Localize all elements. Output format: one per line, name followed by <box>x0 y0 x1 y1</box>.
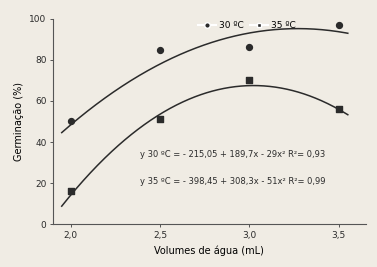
Legend: 30 ºC, 35 ºC: 30 ºC, 35 ºC <box>198 21 296 30</box>
Point <box>247 45 253 50</box>
Text: y 35 ºC = - 398,45 + 308,3x - 51x² R²= 0,99: y 35 ºC = - 398,45 + 308,3x - 51x² R²= 0… <box>140 177 326 186</box>
Text: y 30 ºC = - 215,05 + 189,7x - 29x² R²= 0,93: y 30 ºC = - 215,05 + 189,7x - 29x² R²= 0… <box>140 150 326 159</box>
Point <box>336 23 342 27</box>
Point <box>67 189 74 194</box>
X-axis label: Volumes de água (mL): Volumes de água (mL) <box>154 245 264 256</box>
Point <box>67 119 74 124</box>
Point <box>157 47 163 52</box>
Point <box>247 78 253 83</box>
Point <box>157 117 163 121</box>
Y-axis label: Germinação (%): Germinação (%) <box>14 82 24 161</box>
Point <box>336 107 342 111</box>
